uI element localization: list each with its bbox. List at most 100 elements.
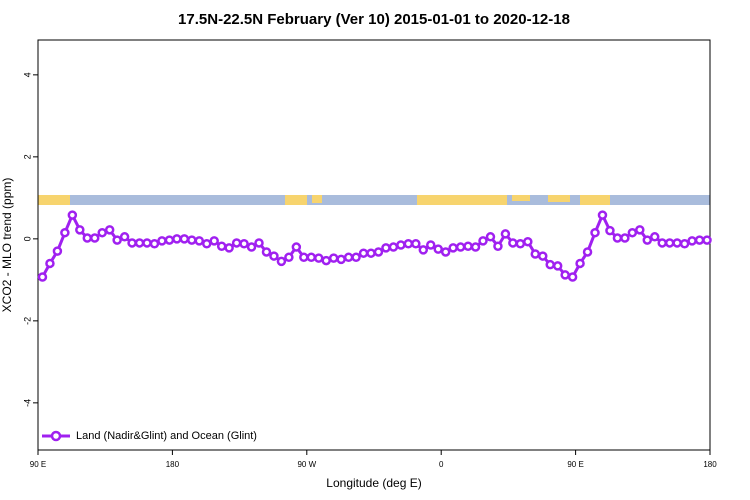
y-tick-label: 2 xyxy=(22,154,32,159)
land-ocean-strip xyxy=(38,195,710,205)
data-point xyxy=(508,238,518,248)
data-point xyxy=(291,242,302,252)
data-point xyxy=(478,236,488,246)
data-point xyxy=(97,227,107,238)
data-point xyxy=(187,235,197,245)
data-point xyxy=(246,242,257,252)
data-point xyxy=(455,242,466,252)
data-point xyxy=(366,248,376,258)
data-point xyxy=(403,239,414,249)
data-point xyxy=(179,234,190,244)
data-point xyxy=(82,233,93,243)
data-point xyxy=(276,256,287,267)
data-point xyxy=(590,227,600,238)
legend-marker xyxy=(50,430,62,442)
data-point xyxy=(149,239,160,249)
data-point xyxy=(37,272,48,282)
data-point xyxy=(627,227,638,238)
data-point xyxy=(694,235,705,245)
data-point xyxy=(575,258,585,269)
data-point xyxy=(231,238,242,248)
data-point xyxy=(313,253,324,263)
data-point xyxy=(664,238,675,248)
data-point xyxy=(523,236,533,247)
data-point xyxy=(545,259,555,270)
data-point xyxy=(52,246,63,256)
data-point xyxy=(67,210,78,220)
data-point xyxy=(605,225,615,236)
data-point xyxy=(612,233,623,243)
data-point xyxy=(381,243,391,253)
data-point xyxy=(649,232,660,242)
data-point xyxy=(358,248,369,258)
data-point xyxy=(597,210,608,220)
data-point xyxy=(373,247,384,257)
data-point xyxy=(224,243,234,253)
data-point xyxy=(702,235,712,245)
data-point xyxy=(164,235,175,245)
data-point xyxy=(657,238,667,248)
data-point xyxy=(104,225,115,235)
x-tick-label: 90 W xyxy=(297,460,316,469)
data-point xyxy=(388,242,399,252)
data-point xyxy=(75,225,85,235)
data-point xyxy=(552,261,563,271)
data-point xyxy=(89,233,100,243)
data-point xyxy=(269,251,279,261)
data-point xyxy=(679,239,690,249)
x-tick-label: 0 xyxy=(439,460,444,469)
data-point xyxy=(328,253,339,263)
data-point xyxy=(60,227,70,238)
data-point xyxy=(209,236,219,246)
y-axis-label: XCO2 - MLO trend (ppm) xyxy=(0,178,14,313)
data-point xyxy=(45,258,55,269)
y-tick-label: -4 xyxy=(22,399,32,407)
data-point xyxy=(493,241,503,251)
data-point xyxy=(351,252,361,263)
legend: Land (Nadir&Glint) and Ocean (Glint) xyxy=(42,430,257,442)
data-point xyxy=(112,235,122,245)
data-point xyxy=(306,252,317,263)
data-point xyxy=(433,244,443,254)
y-tick-label: 4 xyxy=(22,72,32,77)
x-tick-label: 180 xyxy=(703,460,717,469)
data-point xyxy=(567,272,578,282)
data-point xyxy=(127,238,137,248)
data-point xyxy=(299,252,309,263)
data-point xyxy=(418,245,429,255)
data-point xyxy=(172,234,182,244)
y-tick-label: -2 xyxy=(22,317,32,325)
data-point xyxy=(463,241,473,251)
y-tick-label: 0 xyxy=(22,236,32,241)
data-point xyxy=(470,242,481,252)
data-point xyxy=(284,252,294,263)
x-tick-label: 180 xyxy=(166,460,180,469)
data-point xyxy=(448,243,458,253)
data-point xyxy=(396,240,406,250)
data-point xyxy=(620,233,630,243)
data-point xyxy=(687,236,697,246)
data-point xyxy=(321,255,331,266)
data-point xyxy=(343,252,354,263)
x-axis-label: Longitude (deg E) xyxy=(326,476,421,490)
data-point xyxy=(157,236,167,246)
data-point xyxy=(635,225,645,235)
data-point xyxy=(425,240,436,250)
data-point xyxy=(582,247,593,257)
plot-frame xyxy=(37,39,711,451)
data-point xyxy=(216,241,227,251)
data-point xyxy=(515,239,526,249)
chart-title: 17.5N-22.5N February (Ver 10) 2015-01-01… xyxy=(178,11,570,28)
x-tick-label: 90 E xyxy=(567,460,583,469)
data-point xyxy=(119,232,130,242)
data-point xyxy=(485,232,496,242)
data-point xyxy=(336,254,346,265)
data-point xyxy=(201,239,212,249)
data-point xyxy=(239,239,249,249)
data-point xyxy=(142,238,152,248)
x-tick-label: 90 E xyxy=(30,460,46,469)
data-point xyxy=(194,236,205,246)
legend-label: Land (Nadir&Glint) and Ocean (Glint) xyxy=(76,430,257,442)
data-point xyxy=(254,238,264,248)
